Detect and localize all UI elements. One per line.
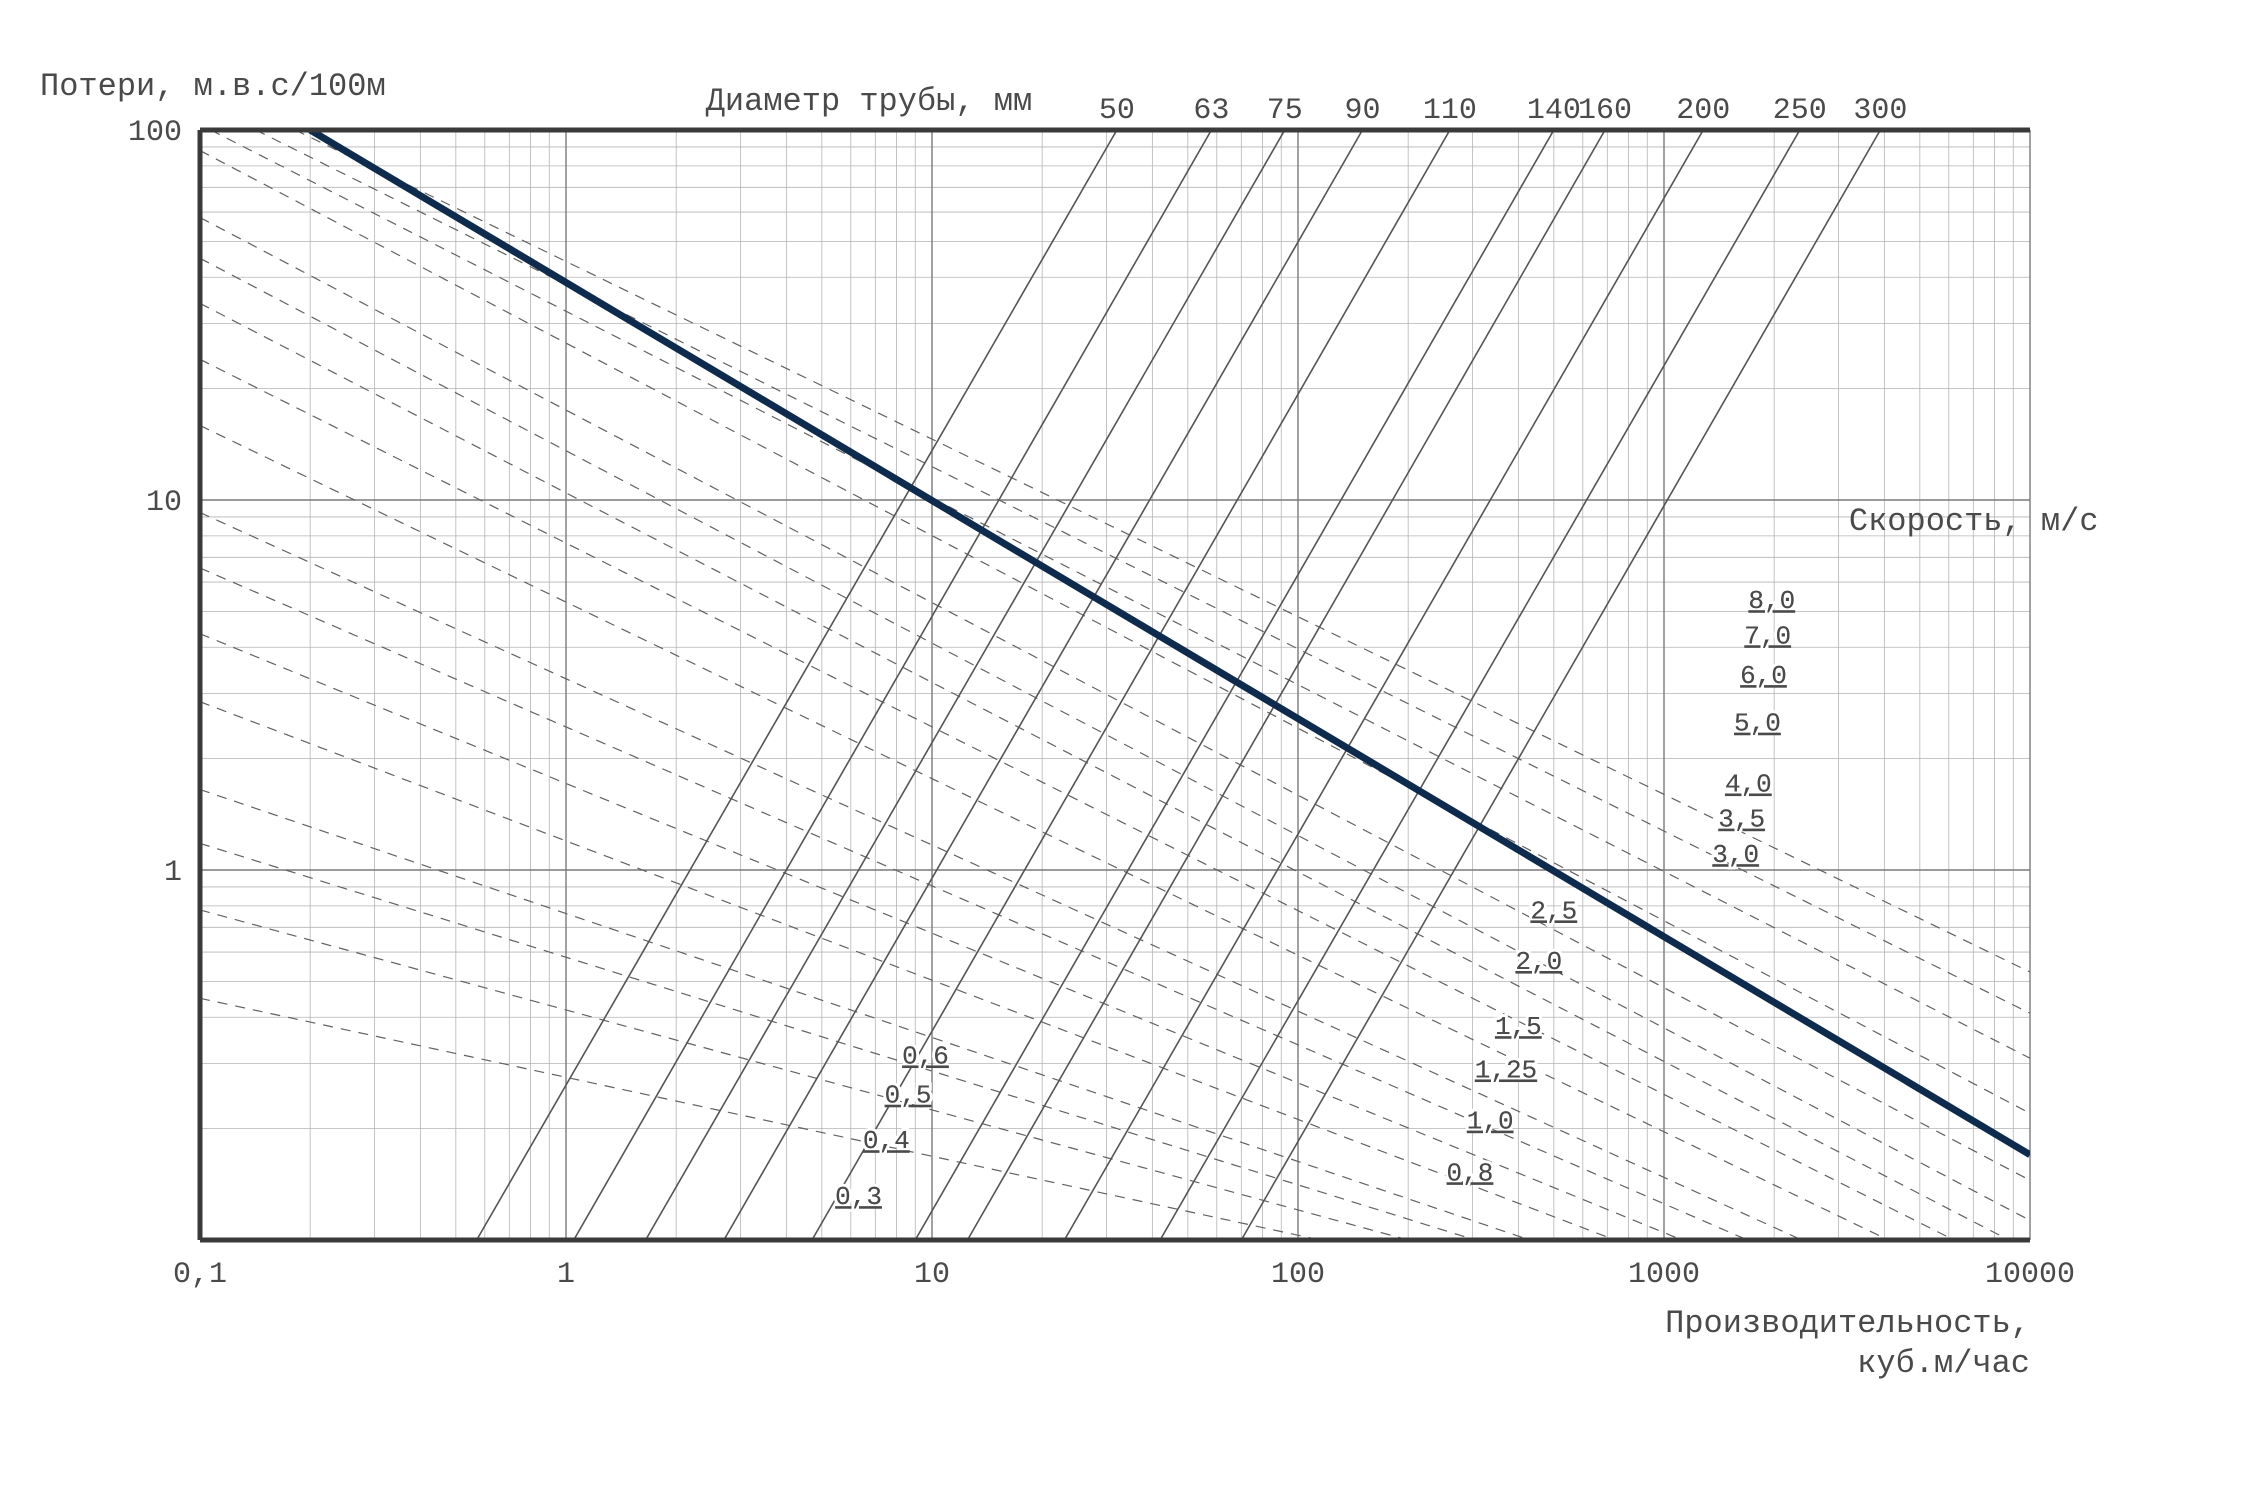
velocity-label: 0,6: [902, 1041, 949, 1071]
diameter-label: 140: [1527, 94, 1581, 128]
y-tick-label: 1: [164, 856, 182, 890]
velocity-label: 2,0: [1515, 947, 1562, 977]
velocity-label: 1,0: [1467, 1107, 1514, 1137]
x-tick-label: 100: [1271, 1258, 1325, 1292]
velocity-label: 3,5: [1718, 805, 1765, 835]
diameter-label: 200: [1676, 94, 1730, 128]
velocity-label: 0,8: [1447, 1158, 1494, 1188]
diameter-label: 90: [1344, 94, 1380, 128]
y-tick-label: 100: [128, 116, 182, 150]
diameter-label: 110: [1423, 94, 1477, 128]
x-tick-label: 1000: [1628, 1258, 1700, 1292]
nomograph-chart: Потери, м.в.с/100м1101000,11101001000100…: [0, 0, 2255, 1492]
velocity-label: 7,0: [1744, 621, 1791, 651]
diameter-label: 160: [1578, 94, 1632, 128]
x-tick-label: 10: [914, 1258, 950, 1292]
velocity-label: 5,0: [1734, 709, 1781, 739]
x-axis-title-line2: куб.м/час: [1857, 1345, 2030, 1382]
diameter-title: Диаметр трубы, мм: [706, 83, 1032, 120]
velocity-label: 0,4: [863, 1126, 910, 1156]
y-axis-title: Потери, м.в.с/100м: [40, 68, 386, 105]
velocity-title: Скорость, м/с: [1849, 503, 2099, 540]
velocity-label: 3,0: [1712, 840, 1759, 870]
y-tick-label: 10: [146, 486, 182, 520]
x-tick-label: 10000: [1985, 1258, 2075, 1292]
x-tick-label: 1: [557, 1258, 575, 1292]
x-tick-label: 0,1: [173, 1258, 227, 1292]
velocity-label: 2,5: [1530, 896, 1577, 926]
velocity-label: 8,0: [1748, 586, 1795, 616]
diameter-label: 300: [1853, 94, 1907, 128]
velocity-label: 1,5: [1495, 1012, 1542, 1042]
diameter-label: 75: [1267, 94, 1303, 128]
diameter-label: 50: [1099, 94, 1135, 128]
x-axis-title-line1: Производительность,: [1665, 1305, 2030, 1342]
velocity-label: 0,3: [835, 1182, 882, 1212]
diameter-label: 63: [1193, 94, 1229, 128]
velocity-label: 1,25: [1475, 1055, 1537, 1085]
velocity-label: 0,5: [885, 1081, 932, 1111]
velocity-label: 4,0: [1725, 769, 1772, 799]
diameter-label: 250: [1773, 94, 1827, 128]
velocity-label: 6,0: [1740, 661, 1787, 691]
